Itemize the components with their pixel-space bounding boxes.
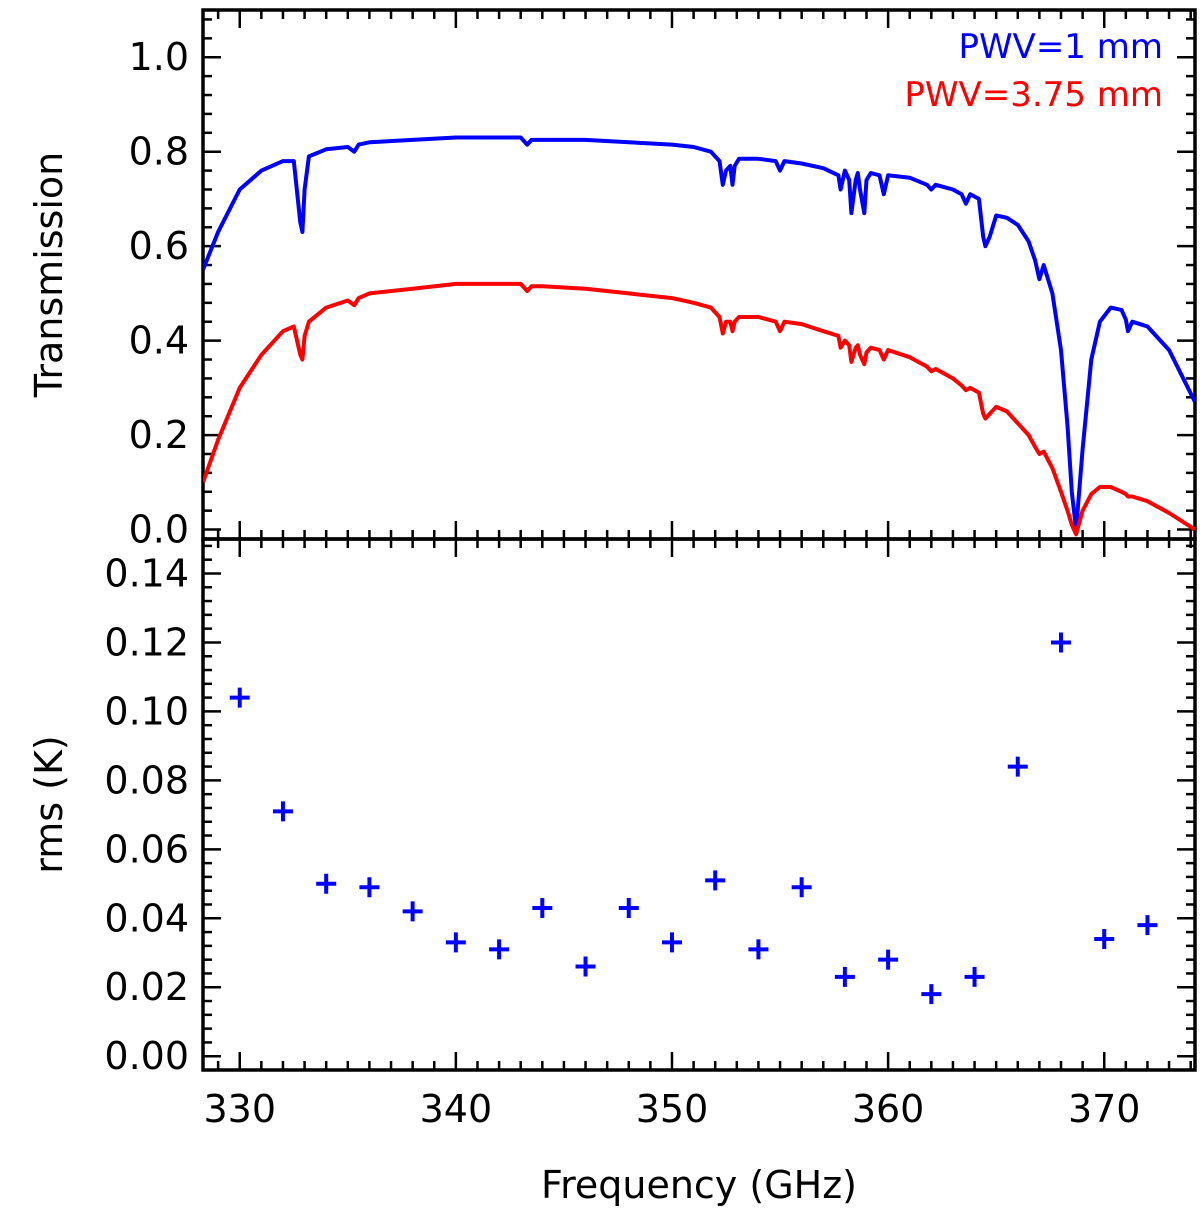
top-panel-transmission: 0.0 0.2 0.4 0.6 0.8 1.0 Transmission PWV=1 mm PW… bbox=[27, 8, 1197, 552]
y-tick-label: 0.00 bbox=[104, 1034, 189, 1078]
data-point-plus bbox=[1094, 928, 1115, 949]
y-tick-label: 0.6 bbox=[129, 224, 189, 268]
y-tick-label: 0.12 bbox=[104, 620, 189, 664]
x-tick-label: 360 bbox=[852, 1087, 925, 1131]
x-tick-label: 330 bbox=[203, 1087, 276, 1131]
data-point-plus bbox=[229, 687, 250, 708]
data-point-plus bbox=[1007, 756, 1028, 777]
data-point-plus bbox=[532, 897, 553, 918]
y-tick-label: 0.08 bbox=[104, 758, 189, 802]
legend-entry: PWV=3.75 mm bbox=[904, 75, 1163, 115]
data-point-plus bbox=[402, 901, 423, 922]
legend-entry: PWV=1 mm bbox=[958, 27, 1163, 67]
data-point-plus bbox=[272, 801, 293, 822]
y-tick-label: 1.0 bbox=[129, 35, 189, 79]
y-axis-title: rms (K) bbox=[27, 735, 71, 873]
y-tick-label: 0.2 bbox=[129, 413, 189, 457]
y-tick-label: 0.10 bbox=[104, 689, 189, 733]
data-point-plus bbox=[489, 939, 510, 960]
y-axis-title: Transmission bbox=[27, 152, 71, 398]
y-tick-label: 0.04 bbox=[104, 896, 189, 940]
data-point-plus bbox=[705, 870, 726, 891]
data-point-plus bbox=[1051, 632, 1071, 653]
y-tick-label: 0.4 bbox=[129, 319, 189, 363]
y-tick-label: 0.02 bbox=[104, 965, 189, 1009]
x-tick-label: 340 bbox=[420, 1087, 493, 1131]
plot-frame bbox=[201, 537, 1197, 1072]
data-point-plus bbox=[791, 877, 812, 898]
x-tick-label: 370 bbox=[1068, 1087, 1141, 1131]
data-point-plus bbox=[661, 932, 682, 953]
data-point-plus bbox=[359, 877, 380, 898]
data-point-plus bbox=[878, 949, 899, 970]
x-axis-title: Frequency (GHz) bbox=[541, 1163, 857, 1207]
bottom-panel-rms: 0.00 0.02 0.04 0.06 0.08 0.10 0.12 0.14 rms (K) 3… bbox=[27, 537, 1197, 1207]
data-point-plus bbox=[834, 966, 855, 987]
y-tick-label: 0.8 bbox=[129, 130, 189, 174]
data-point-plus bbox=[1137, 915, 1158, 936]
y-tick-label: 0.0 bbox=[129, 508, 189, 552]
series-group bbox=[203, 135, 1195, 537]
data-point-plus bbox=[748, 939, 769, 960]
y-tick-label: 0.06 bbox=[104, 827, 189, 871]
markers-group bbox=[229, 632, 1158, 1005]
y-tick-label: 0.14 bbox=[104, 551, 189, 595]
x-tick-label: 350 bbox=[636, 1087, 709, 1131]
data-point-plus bbox=[445, 932, 466, 953]
data-point-plus bbox=[921, 984, 942, 1005]
series-line-pwv-1mm bbox=[203, 135, 1195, 532]
data-point-plus bbox=[316, 873, 337, 894]
data-point-plus bbox=[964, 966, 985, 987]
series-line-pwv-3-75mm bbox=[203, 281, 1195, 537]
data-point-plus bbox=[575, 956, 596, 977]
data-point-plus bbox=[618, 897, 639, 918]
